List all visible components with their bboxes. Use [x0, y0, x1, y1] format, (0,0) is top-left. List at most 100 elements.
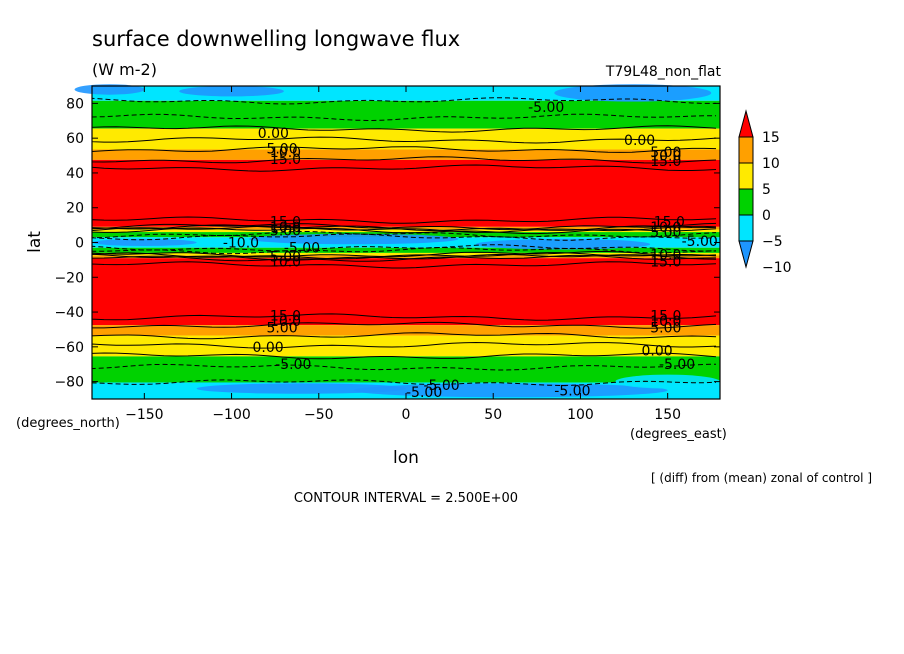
contour-label: 10.0: [650, 248, 681, 264]
contour-line: [91, 231, 717, 239]
contour-line: [91, 379, 717, 387]
contour-line: [91, 254, 717, 262]
x-axis: −150 −100 −50 0 50 100 150: [125, 86, 681, 423]
contour-line: [91, 125, 717, 133]
contour-label: -5.00: [406, 385, 442, 401]
plot-area: 0.005.0010.015.0-5.000.005.0010.015.015.…: [74, 84, 721, 401]
contour-label: 0.00: [642, 343, 673, 359]
colorbar-box: [738, 214, 754, 242]
color-band: [92, 247, 720, 253]
colorbar-label: 10: [762, 156, 780, 172]
x-tick-label: 0: [402, 407, 411, 423]
contour-label: 10.0: [650, 149, 681, 165]
contour-label: -5.00: [275, 357, 311, 373]
y-tick-label: 0: [75, 236, 84, 252]
colorbar-label: 0: [762, 208, 771, 224]
contour-line: [91, 352, 717, 360]
colorbar-extend-bottom: [738, 240, 754, 269]
colorbar-label: −10: [762, 260, 792, 276]
color-band: [92, 356, 720, 383]
contour-label: 0.00: [258, 126, 289, 142]
y-tick-label: 40: [66, 166, 84, 182]
x-tick-label: 50: [484, 407, 502, 423]
contour-line: [91, 156, 717, 164]
contour-label: -5.00: [659, 357, 695, 373]
y-axis: 80 60 40 20 0 −20 −40 −60 −80: [54, 96, 720, 391]
contour-line: [91, 164, 717, 172]
contour-line: [91, 246, 717, 255]
x-tick-label: −150: [125, 407, 163, 423]
contour-line: [91, 222, 717, 231]
contour-lines: [91, 97, 717, 387]
x-axis-units: (degrees_east): [630, 427, 727, 442]
contour-label: -5.00: [528, 100, 564, 116]
color-band: [92, 159, 720, 227]
color-band: [92, 325, 720, 336]
y-tick-label: −80: [54, 375, 84, 391]
y-tick-label: 80: [66, 96, 84, 112]
color-band: [92, 252, 720, 256]
color-band: [92, 258, 720, 326]
contour-label: 5.00: [266, 142, 297, 158]
y-tick-label: −40: [54, 305, 84, 321]
contour-line: [91, 253, 717, 261]
contour-line: [91, 363, 717, 371]
contour-label: 15.0: [654, 215, 685, 231]
contour-line: [91, 261, 717, 269]
contour-interval-text: CONTOUR INTERVAL = 2.500E+00: [294, 491, 518, 506]
contour-line: [91, 216, 717, 224]
colorbar-box: [738, 188, 754, 216]
y-axis-units: (degrees_north): [16, 416, 120, 431]
contour-line: [91, 233, 717, 241]
contour-label: 5.00: [650, 321, 681, 337]
contour-label: 15.0: [270, 215, 301, 231]
color-bands: [92, 86, 720, 399]
x-tick-label: −50: [304, 407, 334, 423]
color-band: [92, 149, 720, 160]
contour-label: 15.0: [650, 154, 681, 170]
colorbar-label: 5: [762, 182, 771, 198]
contour-line: [91, 332, 717, 340]
contour-line: [91, 313, 717, 321]
contour-label: 10.0: [270, 220, 301, 236]
x-tick-label: −100: [212, 407, 250, 423]
color-band: [92, 100, 720, 129]
y-tick-label: −60: [54, 340, 84, 356]
contour-label: 15.0: [650, 309, 681, 325]
colorbar: 15 10 5 0 −5 −10: [738, 109, 792, 276]
contour-patch: [554, 84, 712, 102]
contour-label: 10.0: [650, 220, 681, 236]
contour-patch: [196, 383, 406, 394]
contour-line: [91, 341, 717, 349]
contour-label: 10.0: [270, 255, 301, 271]
colorbar-label: −5: [762, 234, 783, 250]
color-band: [92, 229, 720, 233]
contour-label: 0.00: [624, 133, 655, 149]
x-tick-label: 150: [654, 407, 681, 423]
contour-patch: [475, 239, 651, 250]
contour-label: -5.00: [284, 241, 320, 257]
contour-line: [91, 97, 716, 105]
contour-label: 15.0: [270, 309, 301, 325]
colorbar-box: [738, 136, 754, 164]
contour-label: 10.0: [650, 314, 681, 330]
contour-label: -5.00: [682, 234, 718, 250]
contour-label: 5.00: [270, 223, 301, 239]
experiment-label: T79L48_non_flat: [605, 64, 722, 80]
contour-label: 15.0: [270, 152, 301, 168]
y-tick-label: 20: [66, 201, 84, 217]
y-tick-label: −20: [54, 270, 84, 286]
contour-line: [91, 224, 717, 232]
contour-line: [91, 227, 717, 235]
contour-label: 5.00: [270, 249, 301, 265]
contour-line: [91, 251, 717, 258]
colorbar-box: [738, 162, 754, 190]
contour-line: [91, 146, 717, 153]
color-band: [92, 128, 720, 150]
y-axis-label: lat: [25, 231, 45, 253]
contour-label: 10.0: [270, 314, 301, 330]
contour-line: [91, 321, 717, 329]
chart-units: (W m-2): [92, 60, 157, 79]
contour-line: [91, 136, 717, 144]
